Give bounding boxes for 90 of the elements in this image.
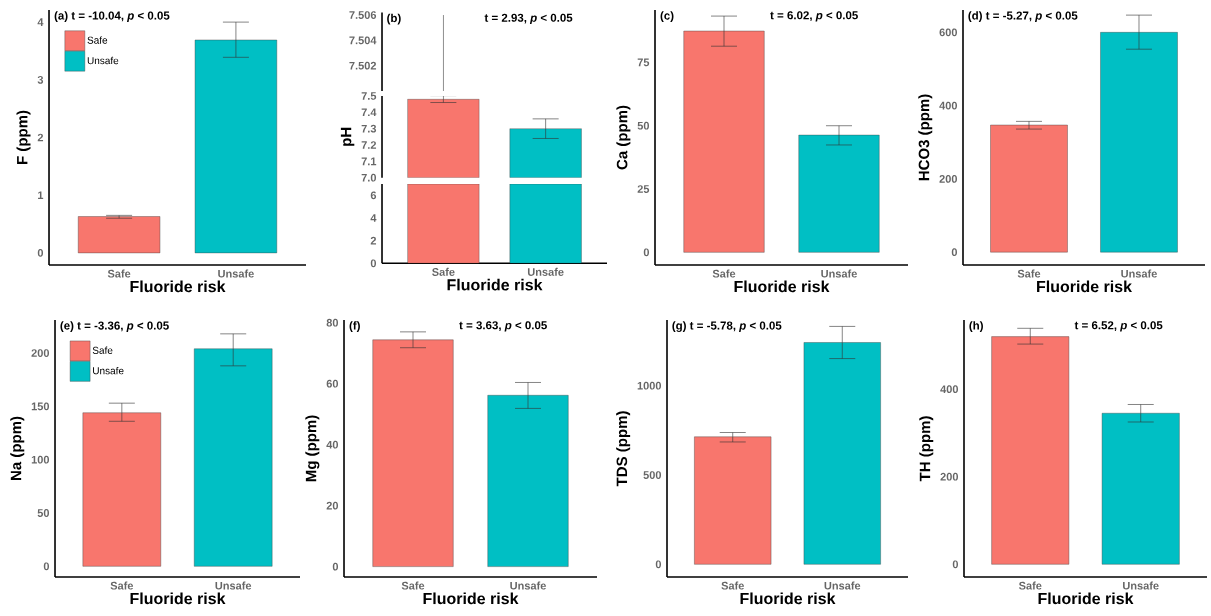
annotation: (g) t = -5.78, p < 0.05 — [672, 321, 782, 332]
y-tick-label: 50 — [37, 509, 50, 517]
y-axis-title: Na (ppm) — [10, 416, 25, 480]
y-tick-label: 7.5 — [361, 92, 377, 100]
x-axis-title: Fluoride risk — [734, 280, 830, 293]
x-tick-label: Safe — [110, 581, 134, 590]
annotation: t = 6.52, p < 0.05 — [1074, 321, 1163, 332]
x-axis-title: Fluoride risk — [1038, 592, 1134, 605]
annotation: (e) t = -3.36, p < 0.05 — [60, 321, 169, 332]
x-tick-label: Safe — [721, 581, 744, 590]
y-axis-title: TH (ppm) — [919, 416, 934, 482]
y-tick-label: 7.2 — [361, 141, 377, 149]
x-tick-label: Unsafe — [1121, 269, 1157, 278]
x-axis-title: Fluoride risk — [130, 280, 226, 293]
y-tick-label: 1000 — [637, 381, 662, 390]
annotation: t = 3.63, p < 0.05 — [459, 321, 547, 332]
annotation: t = 6.02, p < 0.05 — [770, 11, 858, 22]
legend-label: Safe — [87, 36, 108, 44]
x-axis-title: Fluoride risk — [423, 592, 519, 605]
x-tick-label: Safe — [1018, 581, 1042, 590]
annotation: (a) t = -10.04, p < 0.05 — [54, 11, 170, 22]
legend-label: Unsafe — [87, 56, 119, 65]
y-tick-label: 60 — [326, 379, 339, 388]
x-tick-label: Unsafe — [527, 267, 564, 276]
y-tick-label: 7.1 — [361, 157, 377, 166]
y-axis-title: F (ppm) — [16, 110, 31, 164]
y-tick-label: 7.3 — [361, 124, 377, 133]
y-axis-title: HCO3 (ppm) — [918, 94, 933, 181]
x-axis-title: Fluoride risk — [447, 278, 543, 291]
y-tick-label: 75 — [637, 58, 650, 67]
y-tick-label: 7.504 — [349, 36, 377, 45]
y-tick-label: 7.0 — [361, 173, 377, 182]
y-tick-label: 400 — [940, 385, 959, 394]
annotation: (h) — [969, 321, 983, 332]
y-tick-label: 0 — [655, 560, 662, 569]
y-tick-label: 7.4 — [361, 108, 377, 117]
y-tick-label: 20 — [326, 501, 339, 510]
x-tick-label: Unsafe — [821, 269, 857, 278]
y-axis-title: pH — [340, 127, 355, 146]
y-tick-label: 0 — [43, 562, 50, 571]
y-tick-label: 7.506 — [349, 11, 377, 19]
y-tick-label: 4 — [370, 214, 377, 222]
x-tick-label: Unsafe — [1123, 581, 1159, 590]
annotation: (f) — [349, 321, 360, 332]
y-tick-label: 2 — [37, 133, 44, 142]
x-axis-title: Fluoride risk — [1037, 280, 1133, 293]
y-tick-label: 1 — [38, 191, 44, 199]
y-tick-label: 7.502 — [349, 61, 377, 70]
y-tick-label: 0 — [332, 562, 339, 571]
x-tick-label: Unsafe — [215, 581, 252, 590]
x-tick-label: Safe — [401, 581, 425, 590]
legend-label: Unsafe — [93, 366, 124, 375]
x-tick-label: Safe — [432, 267, 455, 276]
y-tick-label: 3 — [37, 75, 44, 84]
annotation: (d) t = -5.27, p < 0.05 — [968, 11, 1078, 22]
x-tick-label: Unsafe — [218, 269, 254, 278]
x-tick-label: Safe — [107, 269, 131, 278]
y-tick-label: 100 — [31, 455, 50, 464]
y-tick-label: 40 — [326, 440, 339, 449]
y-tick-label: 200 — [939, 175, 958, 183]
y-tick-label: 2 — [370, 236, 377, 245]
y-tick-label: 25 — [637, 185, 650, 193]
y-tick-label: 0 — [951, 248, 958, 257]
y-tick-label: 200 — [940, 472, 959, 481]
x-axis-title: Fluoride risk — [740, 592, 836, 605]
y-tick-label: 600 — [939, 28, 958, 37]
x-tick-label: Safe — [712, 269, 736, 278]
x-tick-label: Unsafe — [510, 581, 546, 590]
y-tick-label: 4 — [37, 18, 44, 26]
y-tick-label: 500 — [643, 471, 662, 479]
y-tick-label: 0 — [643, 248, 650, 257]
y-tick-label: 0 — [370, 259, 377, 268]
y-axis-title: Mg (ppm) — [305, 415, 320, 482]
annotation: (b) — [387, 13, 401, 25]
x-tick-label: Unsafe — [824, 581, 861, 590]
legend-label: Safe — [92, 346, 113, 354]
y-tick-label: 150 — [31, 402, 50, 411]
y-tick-label: 80 — [326, 318, 339, 327]
y-tick-label: 50 — [637, 121, 650, 130]
x-axis-title: Fluoride risk — [130, 592, 226, 605]
y-tick-label: 400 — [939, 101, 958, 110]
x-tick-label: Safe — [1017, 269, 1041, 278]
y-tick-label: 0 — [952, 560, 959, 569]
y-tick-label: 0 — [37, 248, 44, 257]
y-axis-title: Ca (ppm) — [616, 105, 631, 170]
y-tick-label: 200 — [31, 349, 50, 357]
y-axis-title: TDS (ppm) — [616, 411, 631, 487]
y-tick-label: 6 — [370, 191, 377, 200]
annotation: t = 2.93, p < 0.05 — [484, 13, 573, 25]
annotation: (c) — [660, 11, 674, 22]
